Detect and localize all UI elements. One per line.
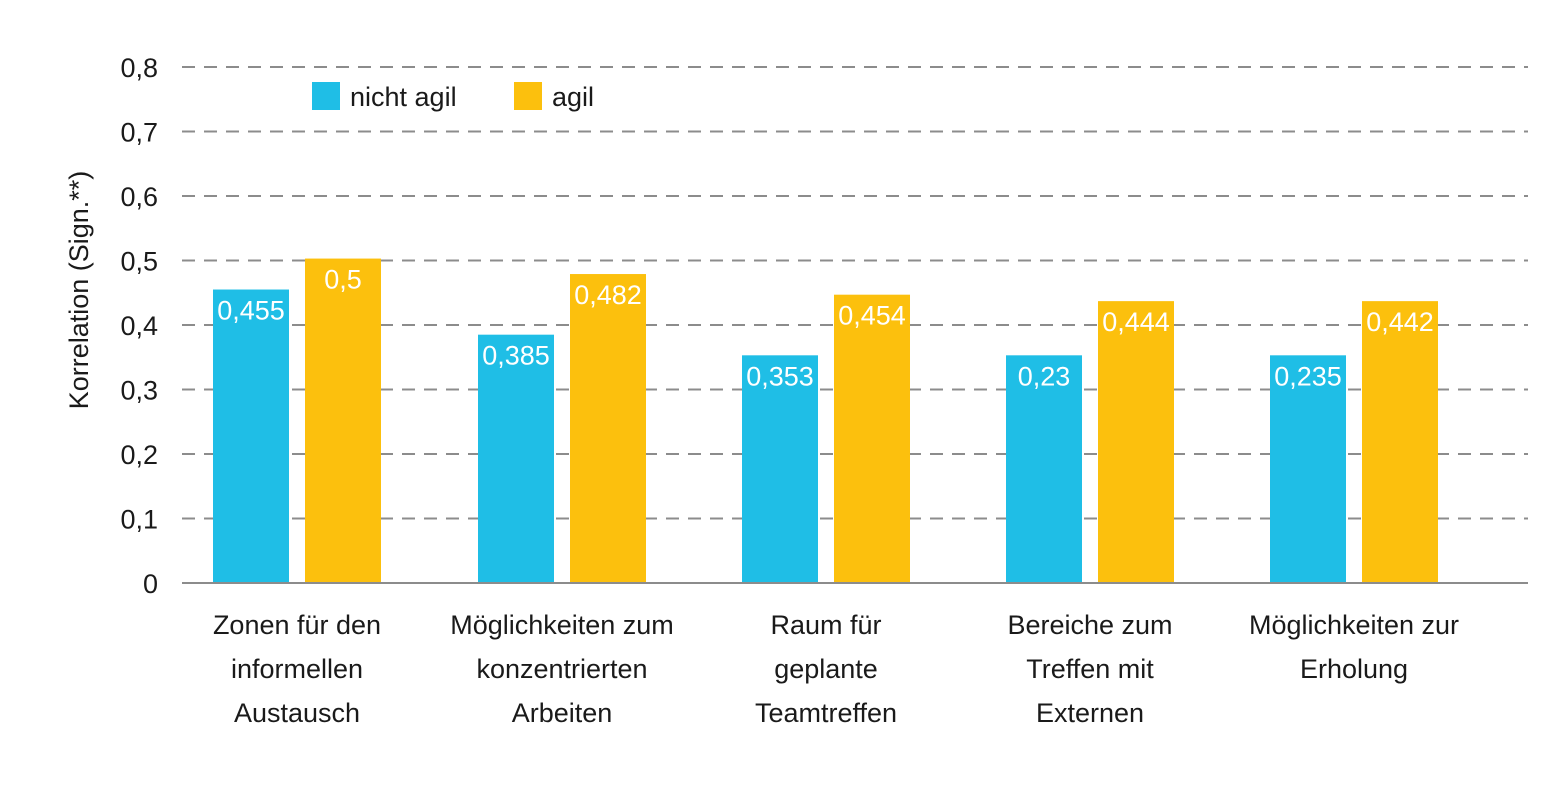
bar-nicht-agil-0 — [213, 289, 289, 583]
y-tick-label: 0,5 — [120, 247, 158, 277]
y-tick-label: 0,3 — [120, 376, 158, 406]
bar-nicht-agil-4 — [1270, 355, 1346, 583]
bar-nicht-agil-2 — [742, 355, 818, 583]
data-label: 0,353 — [746, 361, 814, 391]
bar-agil-4 — [1362, 301, 1438, 583]
y-tick-label: 0,6 — [120, 182, 158, 212]
category-label: Möglichkeiten zum konzentrierten Arbeiten — [450, 610, 674, 728]
category-label: Raum für geplante Teamtreffen — [755, 610, 897, 728]
bar-agil-2 — [834, 294, 910, 583]
category-label: Möglichkeiten zur Erholung — [1249, 610, 1459, 684]
bar-nicht-agil-3 — [1006, 355, 1082, 583]
category-labels: Zonen für den informellen Austausch Möglich… — [213, 610, 1459, 728]
data-label: 0,23 — [1018, 361, 1071, 391]
data-label: 0,455 — [217, 296, 285, 326]
legend-swatch — [514, 82, 542, 110]
y-tick-label: 0,2 — [120, 440, 158, 470]
y-tick-label: 0,4 — [120, 311, 158, 341]
y-tick-label: 0,8 — [120, 53, 158, 83]
data-label: 0,442 — [1366, 307, 1434, 337]
bars: 0,455 0,385 0,353 0,23 0,235 0,5 0,482 0,454 0,4… — [213, 258, 1438, 583]
y-tick-label: 0,1 — [120, 505, 158, 535]
bar-nicht-agil-1 — [478, 334, 554, 583]
legend-label: agil — [552, 82, 594, 112]
category-label: Bereiche zum Treffen mit Externen — [1007, 610, 1172, 728]
data-label: 0,482 — [574, 280, 642, 310]
y-tick-label: 0,7 — [120, 118, 158, 148]
y-tick-label: 0 — [143, 569, 158, 599]
y-axis-ticks: 0 0,1 0,2 0,3 0,4 0,5 0,6 0,7 0,8 — [120, 53, 158, 599]
legend-swatch — [312, 82, 340, 110]
legend: nicht agil agil — [312, 82, 594, 112]
data-label: 0,235 — [1274, 361, 1342, 391]
bar-agil-3 — [1098, 301, 1174, 583]
data-label: 0,454 — [838, 301, 906, 331]
legend-label: nicht agil — [350, 82, 457, 112]
y-axis-label: Korrelation (Sign.**) — [64, 171, 94, 410]
bar-agil-1 — [570, 274, 646, 583]
data-label: 0,385 — [482, 341, 550, 371]
bar-agil-0 — [305, 258, 381, 583]
data-label: 0,444 — [1102, 307, 1170, 337]
data-label: 0,5 — [324, 265, 362, 295]
category-label: Zonen für den informellen Austausch — [213, 610, 381, 728]
